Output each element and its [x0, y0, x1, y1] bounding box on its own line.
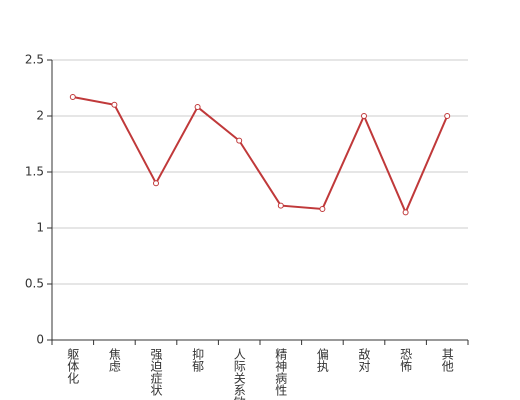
point: [361, 113, 367, 119]
point: [402, 209, 409, 216]
y-tick-label: 2: [36, 109, 44, 123]
x-tick-label: 抑郁: [191, 347, 205, 373]
y-tick-label: 0: [36, 333, 44, 347]
x-tick-label: 焦虑: [107, 348, 121, 372]
point: [319, 205, 326, 212]
y-tick-label: 2.5: [25, 53, 44, 67]
point: [194, 104, 201, 111]
point: [277, 202, 284, 209]
x-tick-label: 精神病性: [274, 348, 288, 397]
point: [153, 180, 159, 187]
x-tick-label: 敌对: [357, 347, 371, 372]
point: [111, 101, 118, 108]
point: [236, 137, 243, 144]
x-tick-label: 躯体化: [66, 347, 80, 385]
x-tick-label: 偏执: [315, 347, 329, 373]
y-tick-label: 1: [36, 221, 44, 235]
x-tick-label: 强迫症状: [149, 348, 163, 396]
x-tick-label: 恐怖: [399, 348, 413, 372]
x-tick-label: 人际关系敏感: [232, 348, 246, 400]
y-tick-label: 1.5: [25, 165, 44, 179]
point: [444, 113, 451, 119]
point: [69, 93, 76, 100]
y-tick-label: 0.5: [25, 277, 44, 291]
x-tick-label: 其他: [440, 348, 454, 372]
line: [72, 95, 449, 215]
